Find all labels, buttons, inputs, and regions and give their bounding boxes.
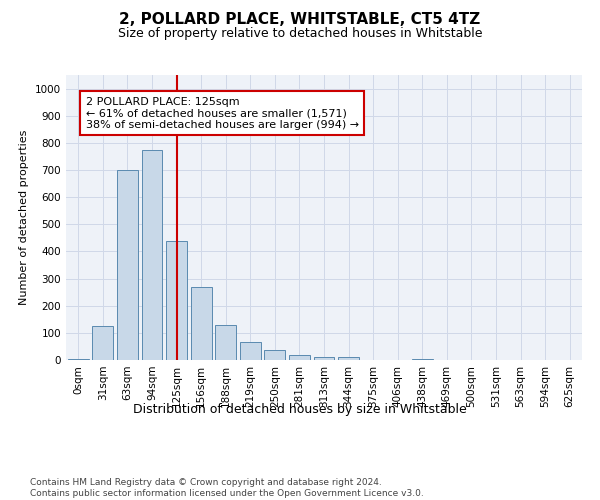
Bar: [68, 358, 89, 360]
Bar: [92, 326, 113, 360]
Bar: [265, 350, 286, 360]
Bar: [191, 286, 212, 360]
Text: Distribution of detached houses by size in Whitstable: Distribution of detached houses by size …: [133, 402, 467, 415]
Y-axis label: Number of detached properties: Number of detached properties: [19, 130, 29, 305]
Bar: [289, 354, 310, 360]
Bar: [215, 324, 236, 360]
Bar: [314, 356, 334, 360]
Bar: [338, 358, 359, 360]
Bar: [142, 150, 163, 360]
Text: 2 POLLARD PLACE: 125sqm
← 61% of detached houses are smaller (1,571)
38% of semi: 2 POLLARD PLACE: 125sqm ← 61% of detache…: [86, 96, 359, 130]
Text: Size of property relative to detached houses in Whitstable: Size of property relative to detached ho…: [118, 28, 482, 40]
Bar: [166, 240, 187, 360]
Bar: [117, 170, 138, 360]
Text: 2, POLLARD PLACE, WHITSTABLE, CT5 4TZ: 2, POLLARD PLACE, WHITSTABLE, CT5 4TZ: [119, 12, 481, 28]
Bar: [240, 342, 261, 360]
Text: Contains HM Land Registry data © Crown copyright and database right 2024.
Contai: Contains HM Land Registry data © Crown c…: [30, 478, 424, 498]
Bar: [412, 358, 433, 360]
